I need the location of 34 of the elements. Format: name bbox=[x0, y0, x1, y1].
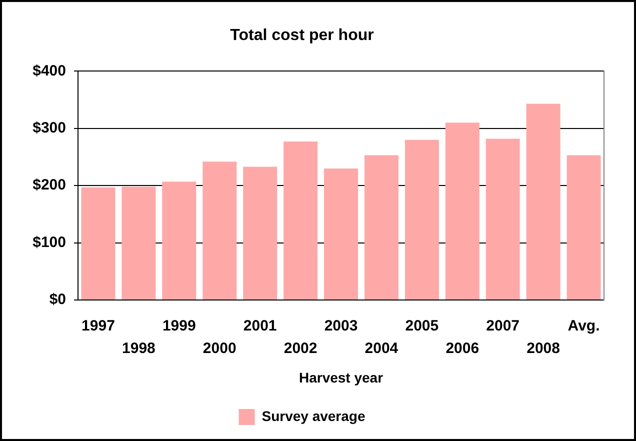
x-axis-title: Harvest year bbox=[298, 369, 384, 386]
bar bbox=[162, 182, 196, 300]
x-tick-label: 2000 bbox=[202, 340, 236, 357]
x-tick-label: Avg. bbox=[568, 317, 600, 334]
x-tick-label: 2005 bbox=[405, 317, 439, 334]
chart-title: Total cost per hour bbox=[230, 27, 374, 44]
bar bbox=[243, 166, 278, 300]
bar bbox=[364, 155, 398, 300]
bar bbox=[404, 140, 439, 300]
x-tick-label: 2007 bbox=[486, 317, 520, 334]
y-tick-label: $300 bbox=[32, 120, 66, 137]
bar bbox=[566, 155, 601, 300]
x-tick-label: 2008 bbox=[526, 340, 560, 357]
bar bbox=[81, 187, 116, 300]
bar bbox=[526, 104, 560, 300]
legend-label: Survey average bbox=[262, 408, 366, 424]
x-tick-label: 2006 bbox=[446, 340, 480, 357]
x-tick-label: 1997 bbox=[82, 317, 115, 334]
x-tick-label: 2004 bbox=[364, 340, 399, 357]
bar bbox=[324, 168, 358, 300]
x-tick-label: 1999 bbox=[162, 317, 196, 334]
x-tick-label: 1998 bbox=[122, 340, 156, 357]
x-tick-label: 2003 bbox=[324, 317, 358, 334]
x-tick-label: 2002 bbox=[284, 340, 318, 357]
y-tick-label: $100 bbox=[32, 234, 66, 251]
bar bbox=[202, 162, 237, 300]
y-tick-label: $400 bbox=[32, 62, 66, 80]
bar bbox=[486, 138, 520, 300]
y-tick-label: $200 bbox=[32, 176, 66, 194]
bar bbox=[284, 142, 318, 300]
x-tick-label: 2001 bbox=[243, 317, 277, 334]
bar bbox=[445, 122, 480, 300]
y-tick-label: $0 bbox=[49, 291, 66, 308]
bar bbox=[122, 186, 156, 300]
